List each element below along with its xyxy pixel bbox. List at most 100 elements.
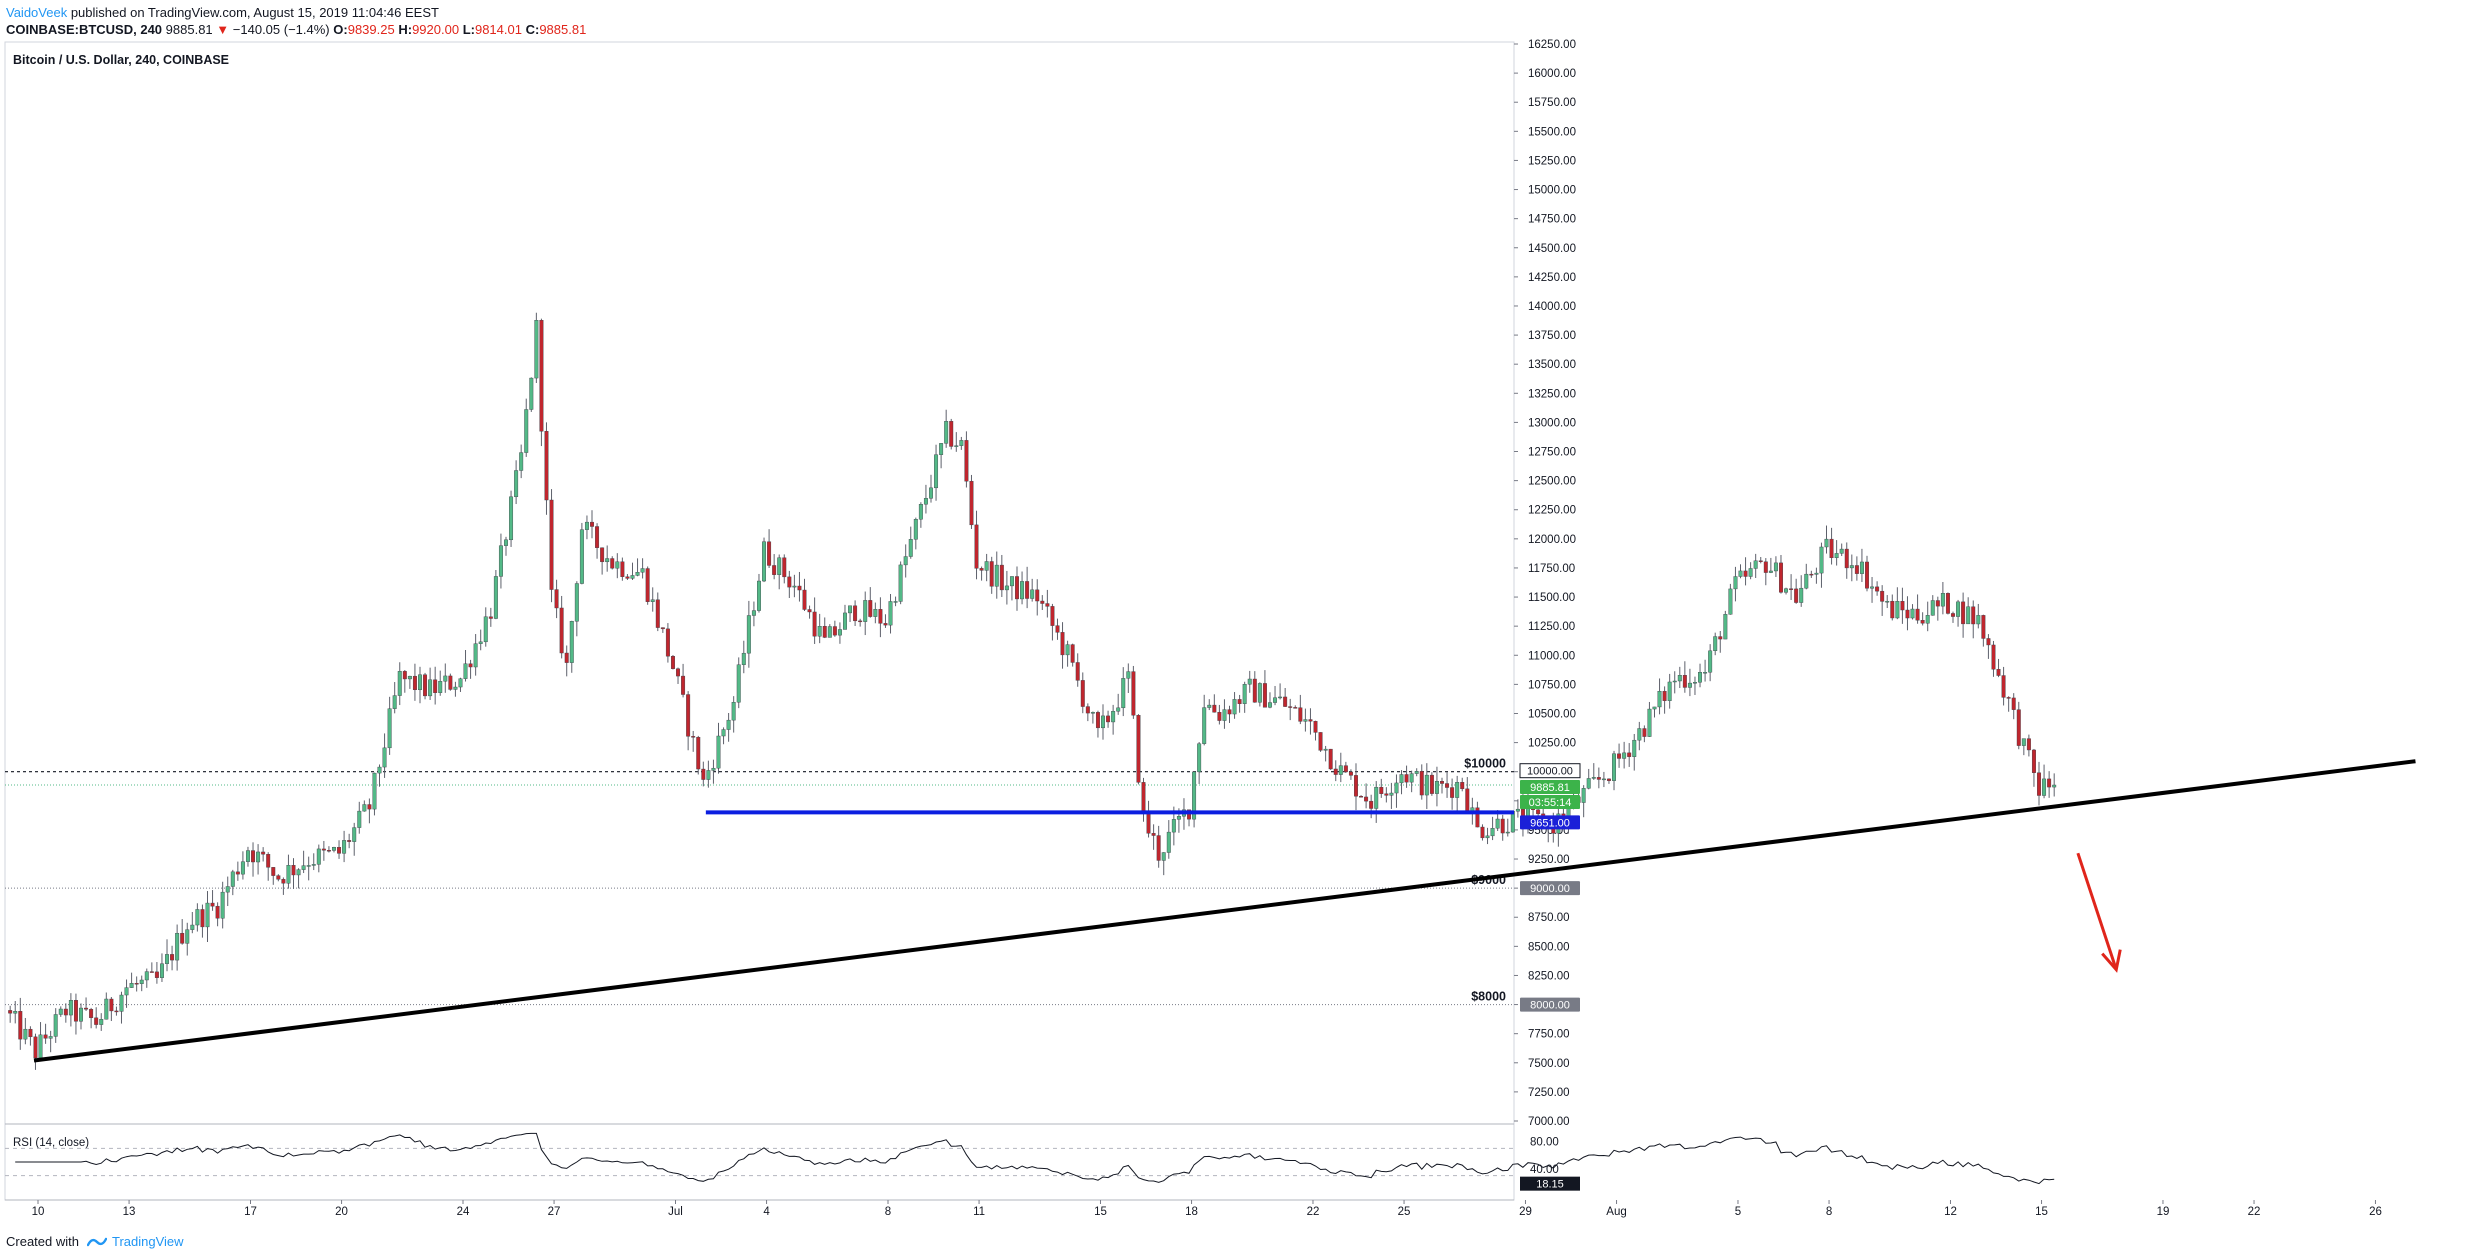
candle-body bbox=[1510, 811, 1515, 833]
candle-body bbox=[1586, 778, 1591, 789]
candle-body bbox=[1101, 715, 1105, 729]
x-tick-label: 13 bbox=[123, 1206, 136, 1218]
x-tick-label: 8 bbox=[885, 1206, 891, 1218]
candle-body bbox=[1733, 576, 1738, 590]
y-tick-label: 7000.00 bbox=[1528, 1116, 1570, 1128]
candle-body bbox=[94, 1017, 99, 1025]
candle-body bbox=[478, 641, 483, 644]
candle-body bbox=[1040, 600, 1045, 604]
tradingview-brand[interactable]: TradingView bbox=[112, 1234, 184, 1249]
candle-body bbox=[245, 850, 250, 862]
author-link[interactable]: VaidoVeek bbox=[6, 5, 68, 20]
candle-body bbox=[104, 998, 109, 1020]
candle-body bbox=[347, 840, 352, 842]
candle-body bbox=[1050, 606, 1055, 626]
candle-body bbox=[1875, 586, 1880, 592]
candle-body bbox=[43, 1034, 48, 1039]
candle-body bbox=[230, 871, 235, 887]
candle-body bbox=[1257, 683, 1262, 703]
candle-body bbox=[1171, 819, 1176, 833]
candle-body bbox=[13, 1011, 18, 1014]
candle-body bbox=[1116, 707, 1121, 712]
projection-arrow[interactable] bbox=[2076, 852, 2118, 971]
x-tick-label: 29 bbox=[1519, 1206, 1532, 1218]
x-tick-label: 26 bbox=[2369, 1206, 2382, 1218]
candle-body bbox=[407, 675, 412, 680]
publish-info: VaidoVeek published on TradingView.com, … bbox=[6, 5, 439, 20]
candle-body bbox=[1009, 576, 1014, 587]
chart-title: Bitcoin / U.S. Dollar, 240, COINBASE bbox=[13, 53, 229, 67]
candle-body bbox=[483, 616, 488, 643]
trendline[interactable] bbox=[33, 759, 2416, 1063]
candle-body bbox=[84, 1007, 89, 1010]
candle-body bbox=[898, 564, 903, 602]
candle-body bbox=[544, 431, 549, 501]
candle-body bbox=[802, 589, 807, 610]
candle-body bbox=[1951, 613, 1955, 617]
candle-body bbox=[595, 526, 600, 548]
candle-body bbox=[1141, 782, 1146, 812]
candle-body bbox=[524, 409, 529, 453]
price-chart[interactable]: Bitcoin / U.S. Dollar, 240, COINBASE 1625… bbox=[0, 0, 2468, 1225]
x-tick-label: Aug bbox=[1606, 1206, 1626, 1218]
candle-body bbox=[817, 626, 822, 637]
y-tick-label: 9250.00 bbox=[1528, 854, 1570, 866]
candle-body bbox=[235, 871, 240, 875]
candle-body bbox=[1748, 568, 1753, 577]
candle-body bbox=[321, 848, 326, 851]
candle-body bbox=[579, 529, 584, 584]
candle-body bbox=[625, 576, 630, 579]
high-label: H: bbox=[398, 22, 413, 37]
candle-body bbox=[448, 675, 453, 690]
x-tick-label: Jul bbox=[668, 1206, 683, 1218]
candle-body bbox=[180, 932, 185, 944]
candle-body bbox=[1981, 615, 1986, 639]
high-value: 9920.00 bbox=[412, 22, 460, 37]
candle-body bbox=[433, 679, 438, 693]
y-tick-label: 7750.00 bbox=[1528, 1029, 1570, 1041]
candle-body bbox=[1839, 548, 1844, 554]
candle-body bbox=[1996, 669, 2001, 676]
candle-body bbox=[883, 623, 888, 626]
y-tick-label: 12750.00 bbox=[1528, 447, 1576, 459]
candle-body bbox=[63, 1008, 68, 1016]
candle-body bbox=[458, 678, 463, 688]
y-tick-label: 11500.00 bbox=[1528, 592, 1575, 604]
candle-body bbox=[210, 902, 215, 907]
candle-body bbox=[665, 628, 670, 657]
candle-body bbox=[1364, 796, 1369, 802]
candle-body bbox=[18, 1011, 23, 1040]
candle-body bbox=[68, 1000, 73, 1016]
y-tick-label: 15750.00 bbox=[1528, 97, 1576, 109]
candle-body bbox=[1015, 576, 1019, 600]
y-tick-label: 13000.00 bbox=[1528, 417, 1576, 429]
low-value: 9814.01 bbox=[474, 22, 522, 37]
candle-body bbox=[1490, 827, 1495, 837]
candle-body bbox=[1495, 818, 1500, 829]
badge-countdown bbox=[1520, 794, 1580, 809]
candle-body bbox=[853, 605, 858, 622]
candle-body bbox=[1596, 777, 1601, 780]
candle-body bbox=[959, 440, 964, 446]
candle-body bbox=[1718, 636, 1723, 640]
candle-body bbox=[185, 929, 190, 944]
candle-body bbox=[696, 737, 701, 770]
candle-body bbox=[1374, 786, 1379, 809]
candle-body bbox=[215, 905, 220, 919]
candle-body bbox=[514, 470, 519, 498]
candle-body bbox=[934, 454, 939, 489]
candle-body bbox=[1768, 570, 1773, 573]
candle-body bbox=[23, 1028, 28, 1040]
candle-body bbox=[1192, 771, 1197, 820]
candle-body bbox=[509, 496, 514, 541]
candle-body bbox=[1930, 600, 1935, 616]
candle-body bbox=[1080, 680, 1085, 707]
candle-body bbox=[1298, 707, 1303, 722]
candle-body bbox=[620, 561, 625, 577]
candle-body bbox=[1809, 573, 1814, 576]
candle-body bbox=[767, 541, 772, 566]
y-tick-label: 15250.00 bbox=[1528, 155, 1576, 167]
candle-body bbox=[2011, 697, 2016, 710]
candle-body bbox=[1409, 773, 1414, 783]
candle-body bbox=[99, 1019, 104, 1025]
